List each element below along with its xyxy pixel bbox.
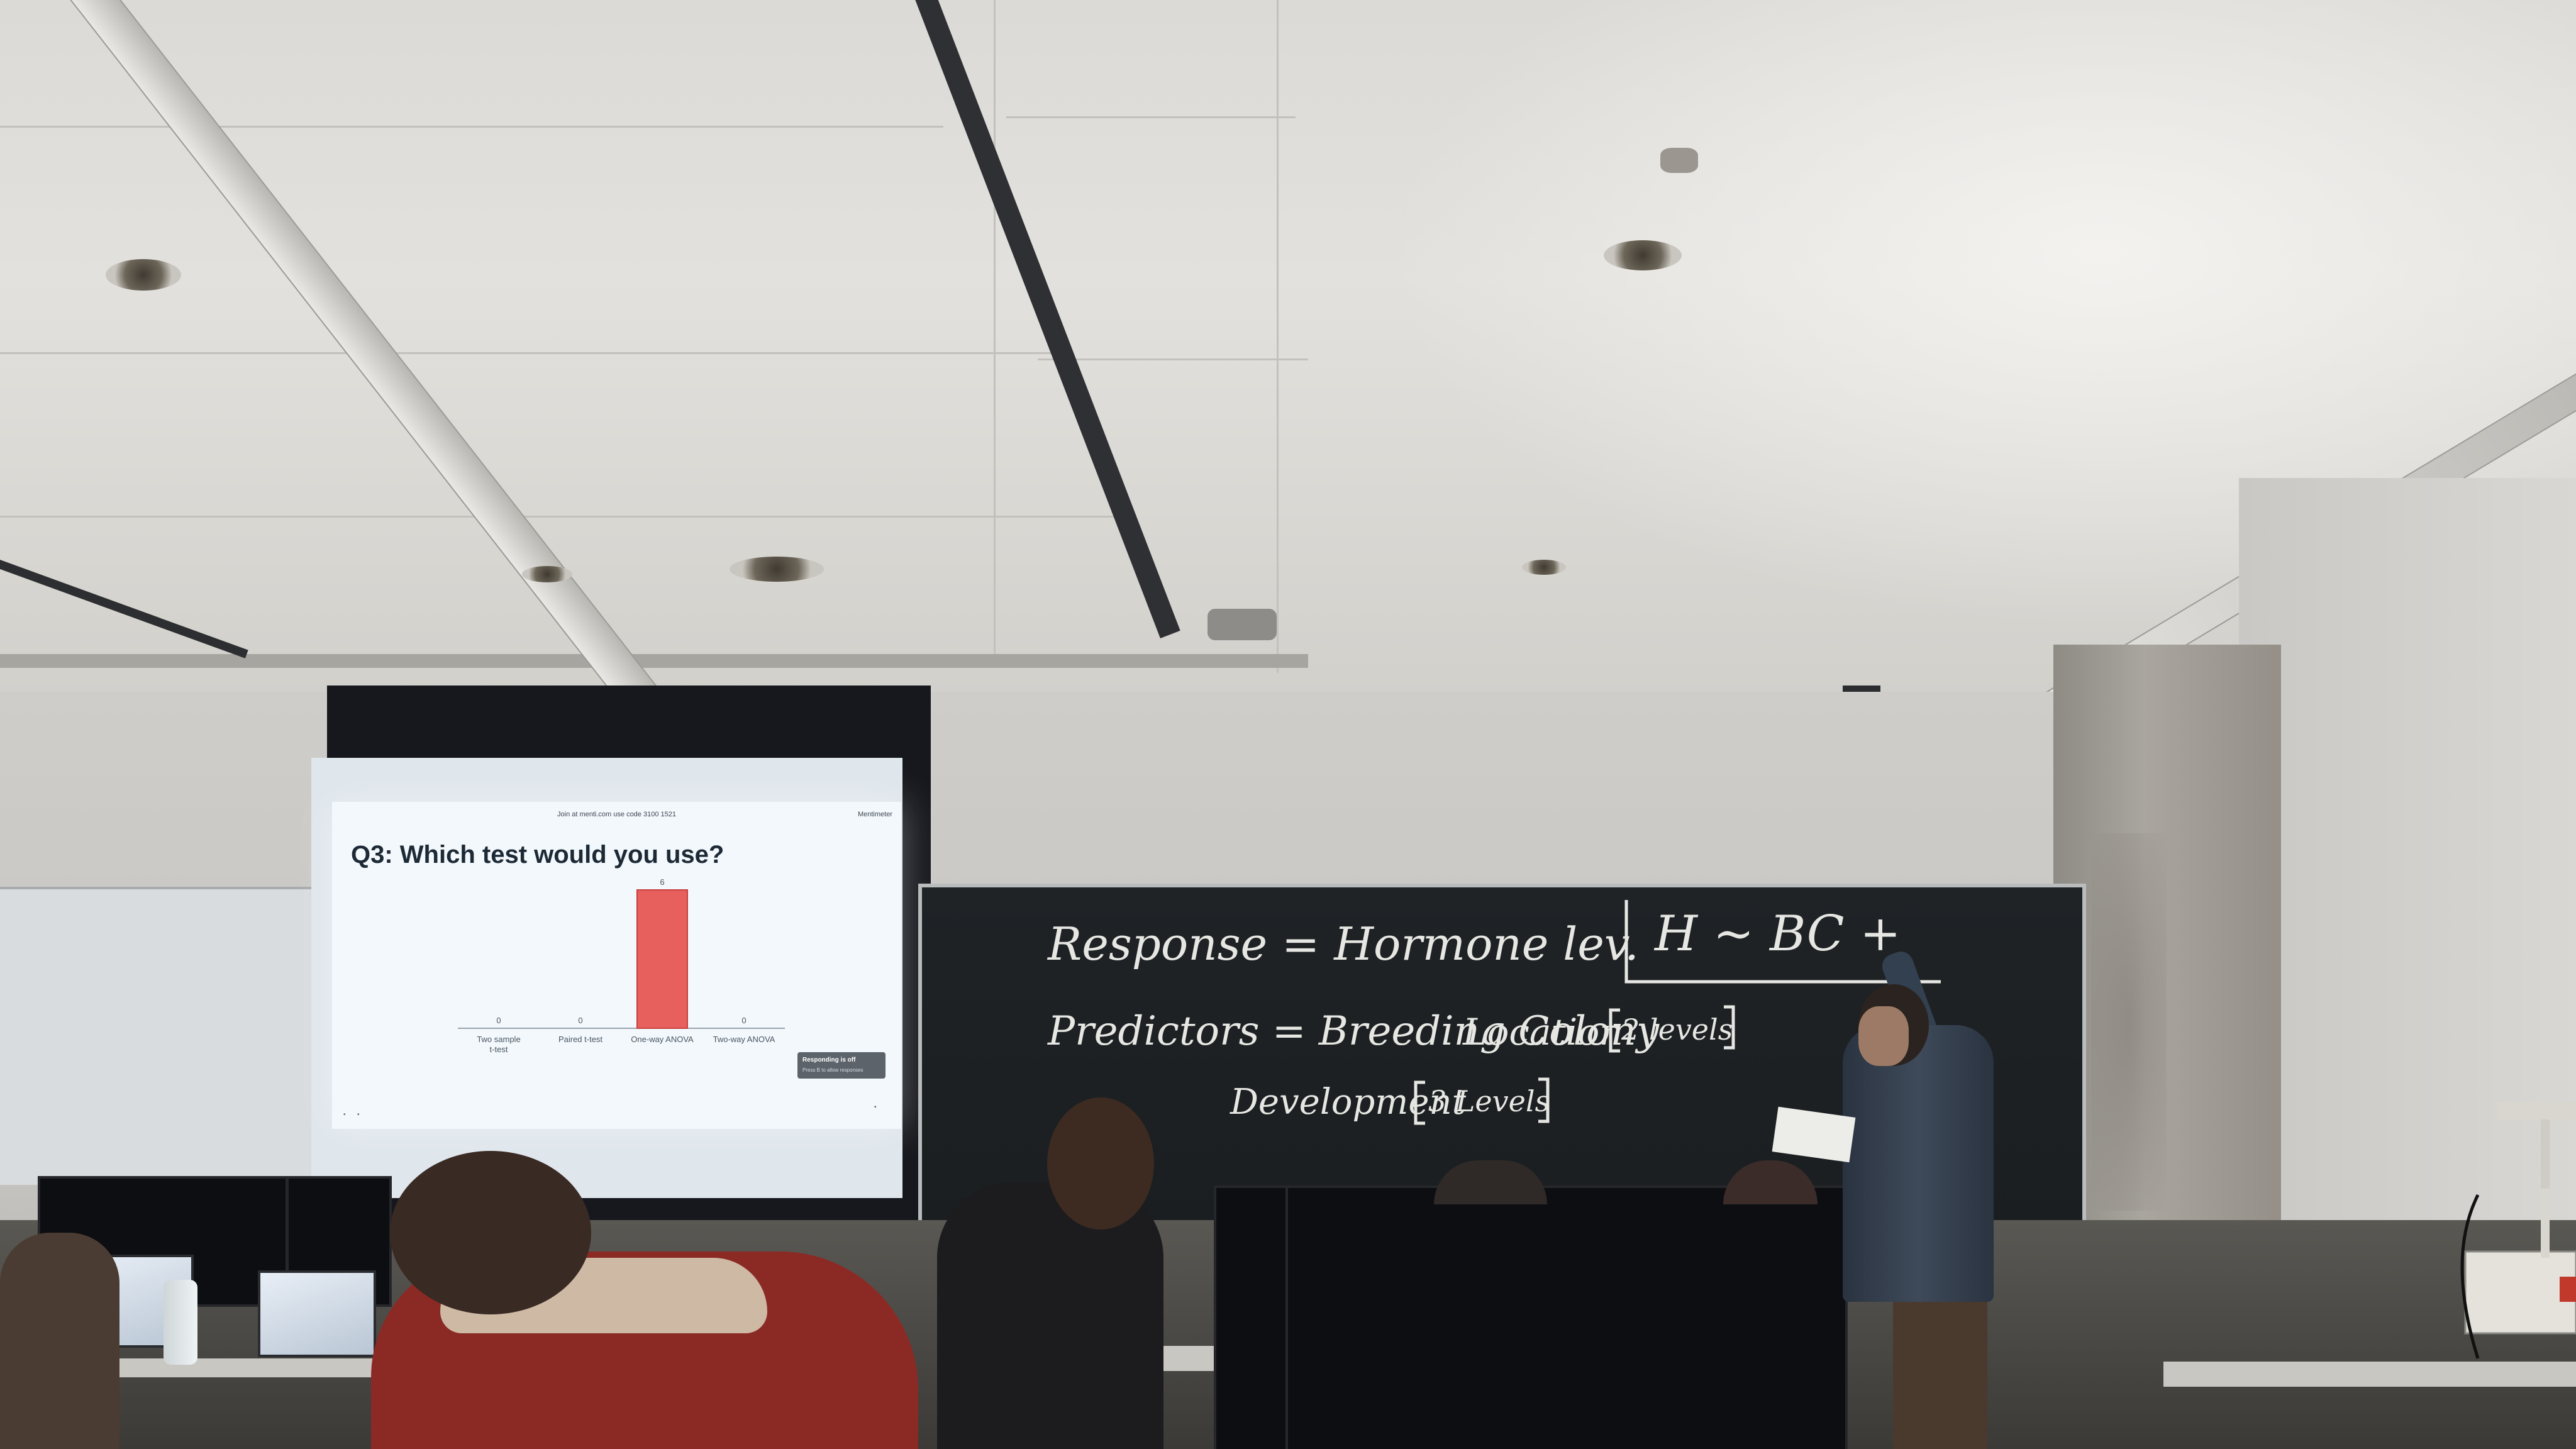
instructor [1843,1025,1994,1302]
student-center-head [1047,1097,1154,1230]
whiteboard [0,887,314,1185]
desktop-monitor [1283,1185,1848,1449]
chalk-bracket [1414,1077,1550,1125]
slide-brand: Mentimeter [857,811,892,818]
ceiling-tile-seam [1006,116,1296,118]
slide-nav-dot-icon: • [357,1111,360,1118]
ceiling-projector-mount [1208,609,1277,640]
ceiling-tile-seam [0,352,1069,354]
chalk-location-levels: 2 levels [1621,1013,1733,1046]
responding-status-badge: Responding is off Press B to allow respo… [797,1052,886,1079]
sprinkler-head [1660,148,1698,173]
chalk-predictors-line: Predictors = Breeding Colony [1047,1008,1660,1055]
chalk-formula-box [1624,900,1941,984]
document-camera [2460,1102,2576,1359]
student-center [937,1182,1163,1449]
chart-value-label: 0 [578,1016,582,1025]
ceiling-tile-seam [994,0,996,654]
laptop [258,1270,376,1357]
responding-status-hint: Press B to allow responses [802,1067,863,1073]
ceiling-tile-seam [1038,358,1308,360]
instructor-legs [1893,1296,1987,1449]
chalk-location-label: Location [1462,1011,1623,1053]
presentation-slide: Join at menti.com use code 3100 1521 Men… [332,802,901,1129]
desktop-monitor-side [1214,1185,1288,1449]
chalk-model-formula: H ~ BC + [1653,906,1901,962]
chart-category-label: t-test [490,1045,508,1054]
chart-category-label: Two-way ANOVA [713,1035,775,1044]
ceiling-tile-seam [1277,0,1279,673]
slide-join-code: Join at menti.com use code 3100 1521 [557,811,676,818]
student-head-behind-monitor [1434,1160,1547,1204]
slide-nav-dot-icon: • [343,1111,346,1118]
ceiling-downlight [730,557,824,582]
ceiling-downlight [522,566,572,582]
desk [2163,1362,2576,1387]
chalk-development-levels: 3 Levels [1428,1084,1550,1118]
chart-value-label: 0 [496,1016,501,1025]
water-bottle [164,1280,197,1365]
ceiling-edge-trim [0,654,1308,668]
chalk-writing: Response = Hormone lev. H ~ BC + Predict… [1046,900,1941,1125]
chart-bar [636,889,688,1029]
student-foreground-head [390,1151,591,1314]
ceiling-downlight [1522,560,1566,575]
chart-category-label: Two sample [477,1035,520,1044]
chalk-bracket [1609,1005,1735,1053]
ceiling-downlight [1604,240,1682,270]
chart-category-label: One-way ANOVA [631,1035,694,1044]
chart-value-label: 6 [660,877,664,887]
student-left [0,1233,119,1449]
chart-value-label: 0 [741,1016,746,1025]
ceiling-tile-seam [0,516,1132,518]
ceiling-tile-seam [0,126,943,128]
chalk-response-line: Response = Hormone lev. [1046,918,1639,970]
desk [119,1358,384,1377]
chart-category-label: Paired t-test [558,1035,602,1044]
slide-control-icon: ▪ [874,1104,877,1111]
responding-status-title: Responding is off [802,1057,856,1063]
ceiling-downlight [106,259,181,291]
chalk-development-label: Development [1230,1082,1467,1123]
slide-question: Q3: Which test would you use? [351,841,724,869]
instructor-face [1858,1006,1909,1066]
